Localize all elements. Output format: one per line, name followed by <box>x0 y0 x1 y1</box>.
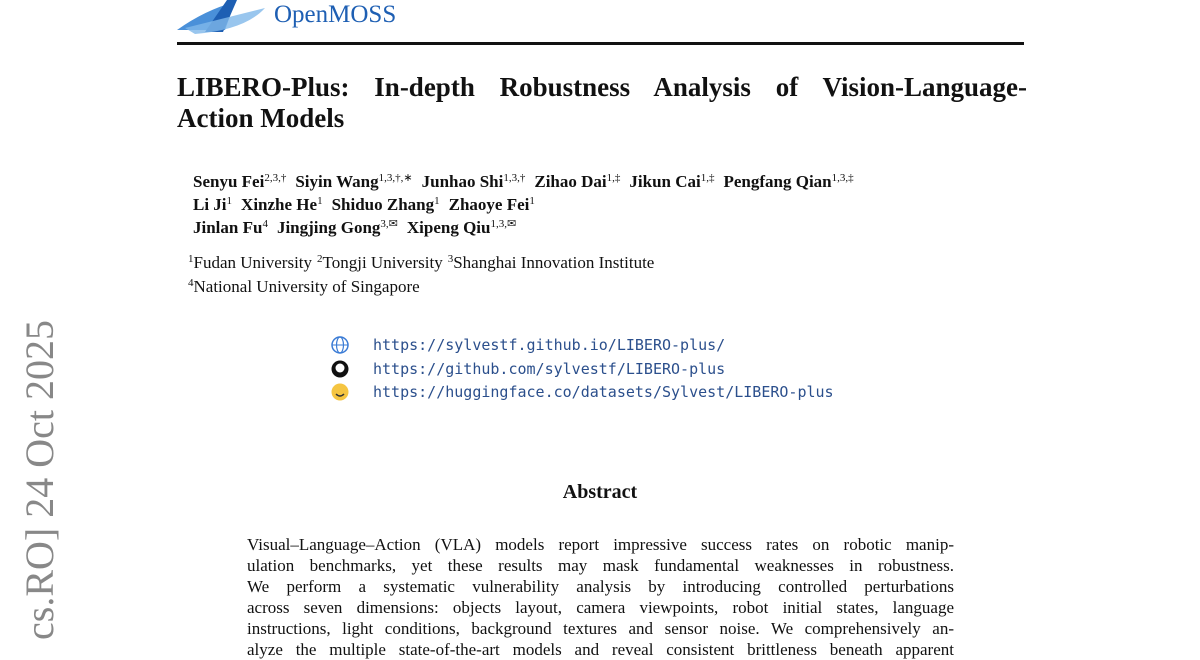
author-sup: 2,3,† <box>264 172 287 184</box>
affiliation-sup: 3 <box>447 253 454 265</box>
author-sup: 4 <box>262 218 268 230</box>
author-sup: 1,3,✉ <box>490 218 517 230</box>
author: Jinlan Fu4 <box>193 218 268 237</box>
title-line: Action Models <box>177 103 345 133</box>
title-line: LIBERO-Plus: In-depth Robustness Analysi… <box>177 72 1027 102</box>
author-name: Xinzhe He <box>241 195 318 214</box>
author-name: Li Ji <box>193 195 227 214</box>
author-name: Zihao Dai <box>534 172 607 191</box>
link[interactable]: https://huggingface.co/datasets/Sylvest/… <box>373 383 834 401</box>
affiliation-line: 1Fudan University 2Tongji University 3Shan… <box>188 251 659 275</box>
author: Pengfang Qian1,3,‡ <box>723 172 853 191</box>
logo-icon <box>177 0 265 34</box>
links: https://sylvestf.github.io/LIBERO-plus/h… <box>373 334 834 405</box>
author-line: Senyu Fei2,3,† Siyin Wang1,3,†,∗ Junhao Sh… <box>193 170 863 193</box>
author-sup: 1,‡ <box>700 172 715 184</box>
author-name: Jinlan Fu <box>193 218 263 237</box>
affiliation-name: Shanghai Innovation Institute <box>453 253 655 272</box>
author-sup: 1 <box>529 195 535 207</box>
author: Junhao Shi1,3,† <box>422 172 526 191</box>
affiliation-line: 4National University of Singapore <box>188 275 659 299</box>
author: Zihao Dai1,‡ <box>534 172 620 191</box>
authors: Senyu Fei2,3,† Siyin Wang1,3,†,∗ Junhao Sh… <box>193 170 863 239</box>
author-name: Jingjing Gong <box>276 218 381 237</box>
author: Xipeng Qiu1,3,✉ <box>407 218 516 237</box>
author-sup: 1,3,‡ <box>831 172 854 184</box>
author-sup: 1 <box>226 195 233 207</box>
author: Xinzhe He1 <box>241 195 323 214</box>
author-line: Jinlan Fu4 Jingjing Gong3,✉ Xipeng Qiu1,3,… <box>193 216 863 239</box>
affiliation-name: Tongji University <box>322 253 443 272</box>
logo-text: OpenMOSS <box>274 1 397 28</box>
author: Shiduo Zhang1 <box>332 195 440 214</box>
author-name: Shiduo Zhang <box>331 195 435 214</box>
header-rule <box>177 42 1024 45</box>
abstract-line: ulation benchmarks, yet these results ma… <box>247 556 954 575</box>
affiliation: 3Shanghai Innovation Institute <box>448 253 655 272</box>
author-name: Siyin Wang <box>295 172 379 191</box>
abstract-line: instructions, light conditions, backgrou… <box>247 619 954 638</box>
title: LIBERO-Plus: In-depth Robustness Analysi… <box>177 72 1027 134</box>
author-name: Jikun Cai <box>629 172 701 191</box>
author: Jikun Cai1,‡ <box>629 172 714 191</box>
author-line: Li Ji1 Xinzhe He1 Shiduo Zhang1 Zhaoye Fei1 <box>193 193 863 216</box>
affiliation: 4National University of Singapore <box>188 277 420 296</box>
abstract-line: Visual–Language–Action (VLA) models repo… <box>247 535 954 554</box>
author-sup: 1,3,†,∗ <box>378 172 413 184</box>
affiliation: 1Fudan University <box>188 253 312 272</box>
author: Jingjing Gong3,✉ <box>277 218 398 237</box>
abstract: Visual–Language–Action (VLA) models repo… <box>247 534 954 660</box>
author-sup: 1,‡ <box>606 172 621 184</box>
affiliation-sup: 4 <box>188 277 194 289</box>
author-sup: 1,3,† <box>503 172 526 184</box>
author: Zhaoye Fei1 <box>449 195 535 214</box>
author-name: Xipeng Qiu <box>406 218 491 237</box>
author-name: Zhaoye Fei <box>448 195 530 214</box>
author-sup: 1 <box>434 195 440 207</box>
author-sup: 1 <box>317 195 323 207</box>
abstract-line: across seven dimensions: objects layout,… <box>247 598 954 617</box>
abstract-heading: Abstract <box>562 481 638 503</box>
abstract-line: alyze the multiple state-of-the-art mode… <box>247 640 954 659</box>
affiliation-sup: 2 <box>317 253 323 265</box>
affiliation-name: National University of Singapore <box>193 277 420 296</box>
author: Siyin Wang1,3,†,∗ <box>295 172 412 191</box>
affiliation-name: Fudan University <box>193 253 313 272</box>
link-icons <box>331 336 349 401</box>
link[interactable]: https://sylvestf.github.io/LIBERO-plus/ <box>373 336 726 354</box>
author-name: Senyu Fei <box>193 172 265 191</box>
affiliation-sup: 1 <box>188 253 194 265</box>
author-sup: 3,✉ <box>380 218 398 230</box>
affiliations: 1Fudan University 2Tongji University 3Shan… <box>188 251 659 299</box>
abstract-line: We perform a systematic vulnerability an… <box>247 577 954 596</box>
affiliation: 2Tongji University <box>317 253 443 272</box>
author-name: Pengfang Qian <box>723 172 832 191</box>
author: Senyu Fei2,3,† <box>193 172 286 191</box>
author-name: Junhao Shi <box>421 172 504 191</box>
author: Li Ji1 <box>193 195 232 214</box>
link[interactable]: https://github.com/sylvestf/LIBERO-plus <box>373 359 726 378</box>
